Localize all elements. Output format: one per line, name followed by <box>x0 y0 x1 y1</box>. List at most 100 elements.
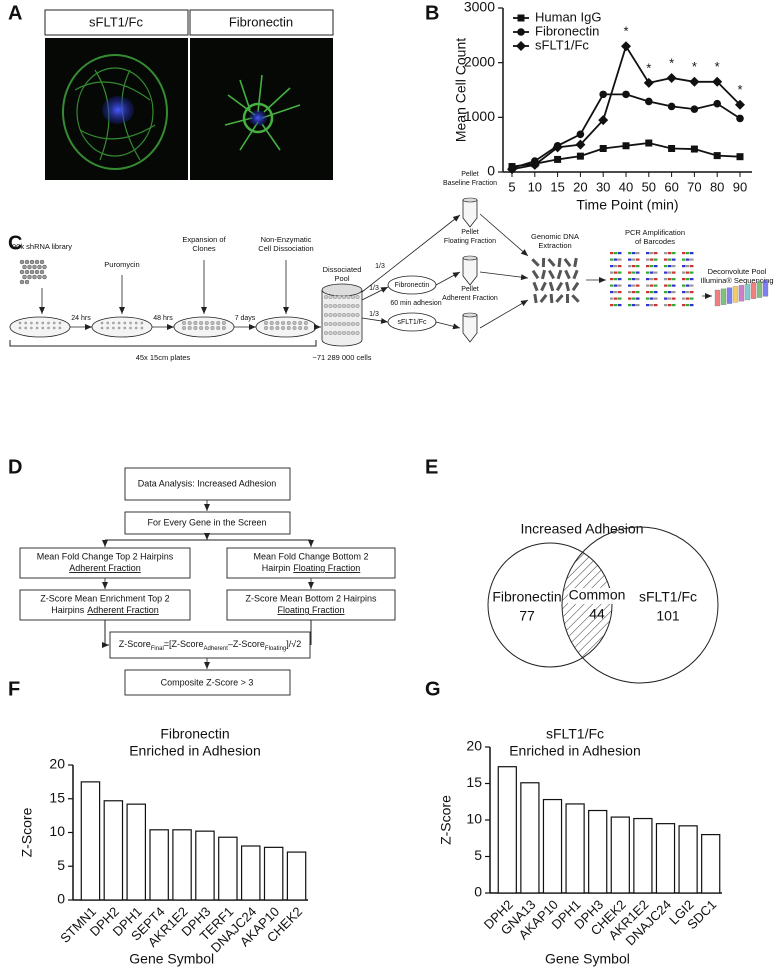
barcode <box>686 291 690 294</box>
bar <box>610 816 630 894</box>
barcode <box>610 291 614 294</box>
barcode <box>650 278 654 281</box>
sequencing-lane <box>744 283 751 301</box>
pool-cell <box>346 313 351 317</box>
pool-cell <box>346 295 351 299</box>
plate-cell <box>24 321 27 325</box>
barcode <box>628 252 632 255</box>
bar <box>565 803 585 894</box>
library-dot <box>29 269 35 275</box>
label-underlined: Adherent Fraction <box>87 605 159 615</box>
plate-cell <box>134 321 138 325</box>
barcode <box>664 291 668 294</box>
bar <box>263 846 284 901</box>
dna-fragment <box>549 293 554 304</box>
pool-cell <box>328 304 333 308</box>
barcode <box>636 304 640 307</box>
barcode <box>664 265 668 268</box>
barcode <box>646 278 650 281</box>
x-tick-label: 20 <box>573 179 587 194</box>
barcode <box>682 271 686 274</box>
barcode <box>628 304 632 307</box>
label: Dissociated <box>323 265 362 274</box>
label: Z-Score Mean Bottom 2 Hairpins <box>245 593 377 603</box>
venn-circle <box>562 543 612 667</box>
panel-letter: A <box>8 2 22 24</box>
y-tick-label: 0 <box>57 891 65 907</box>
label: Fibronectin <box>229 14 293 29</box>
panel-letter: C <box>8 232 22 254</box>
flow-box <box>124 669 291 696</box>
pool-cell <box>324 322 328 326</box>
plate-cell <box>199 326 204 330</box>
label: 77 <box>519 608 535 624</box>
label: Adherent Fraction <box>69 563 141 573</box>
label-underlined: Adherent Fraction <box>69 563 141 573</box>
label: Pellet <box>461 286 479 293</box>
pool-cell <box>328 313 333 317</box>
library-dot <box>19 259 25 265</box>
barcode <box>654 271 658 274</box>
plate-cell <box>264 321 268 325</box>
chart-title: sFLT1/Fc <box>546 726 604 742</box>
plate-cell <box>58 321 62 325</box>
label: Puromycin <box>104 260 139 269</box>
label: Floating Fraction <box>444 238 496 245</box>
sequencing-lane <box>738 285 745 302</box>
marker <box>713 152 721 160</box>
barcode <box>664 284 668 287</box>
plate-cell <box>286 321 291 325</box>
barcode <box>654 304 658 307</box>
barcode <box>664 278 668 281</box>
tube <box>462 199 478 228</box>
venn-circle <box>487 542 613 668</box>
barcode <box>632 258 636 261</box>
dna-fragment <box>556 269 563 280</box>
library-dot <box>22 274 27 280</box>
plate-cell <box>35 321 39 325</box>
x-axis-label: Gene Symbol <box>129 951 214 967</box>
marker <box>622 90 630 99</box>
barcode <box>686 278 690 281</box>
barcode <box>614 252 618 255</box>
barcode <box>682 297 686 300</box>
plate-cell <box>182 321 186 325</box>
plate-cell <box>129 326 132 330</box>
barcode <box>636 291 640 294</box>
pool-cell <box>342 304 346 308</box>
formula: Z-ScoreFinal=[Z-ScoreAdherent–Z-ScoreFlo… <box>119 639 301 651</box>
plate-cell <box>187 321 192 325</box>
barcode <box>632 297 636 300</box>
subscript: Final <box>151 646 164 652</box>
plate-cell <box>106 326 109 330</box>
barcode <box>690 284 694 287</box>
plate-cell <box>35 326 39 330</box>
arrow <box>479 271 529 281</box>
label: Extraction <box>538 241 571 250</box>
marker <box>576 152 584 160</box>
label: 44 <box>589 606 605 622</box>
sequencing-lane <box>714 289 721 307</box>
library-dot <box>27 264 32 270</box>
library-dot <box>19 279 25 285</box>
barcode <box>654 284 658 287</box>
plate-cell <box>204 321 209 325</box>
barcode <box>610 304 614 307</box>
barcode <box>646 252 650 255</box>
flow-box <box>109 631 311 659</box>
label: Clones <box>192 244 216 253</box>
pool-cell <box>337 313 342 317</box>
label-underlined: Floating Fraction <box>293 563 360 573</box>
label: 1/3 <box>375 263 385 270</box>
barcode <box>610 278 614 281</box>
barcode <box>682 265 686 268</box>
chart-subtitle: Enriched in Adhesion <box>509 743 641 759</box>
bracket <box>9 340 317 347</box>
plate-cell <box>47 326 50 330</box>
arrow <box>479 213 529 257</box>
dna-fragment <box>548 269 555 280</box>
barcode <box>610 265 614 268</box>
pool-cylinder <box>321 290 363 347</box>
barcode <box>632 291 636 294</box>
